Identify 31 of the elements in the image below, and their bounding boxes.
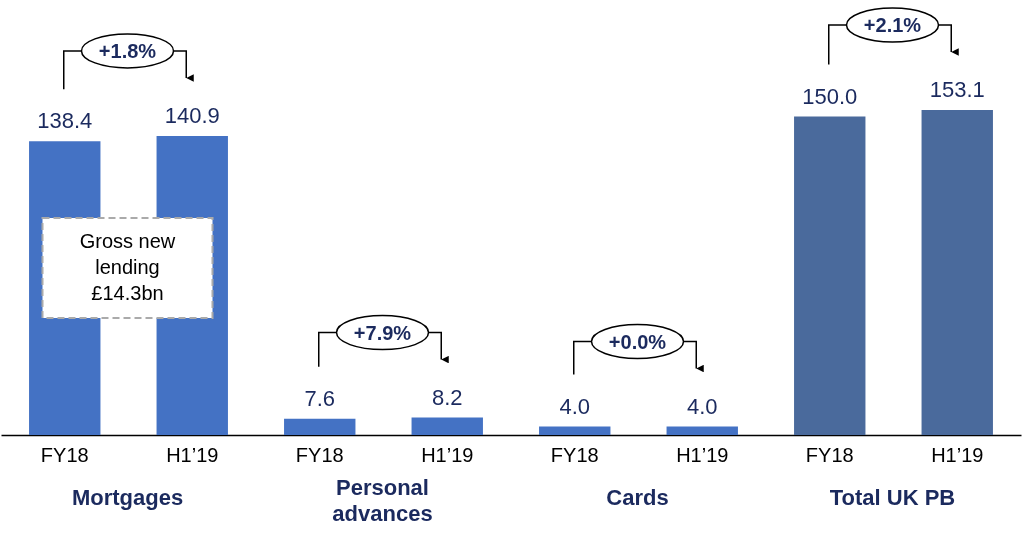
bar xyxy=(539,426,611,435)
bar xyxy=(666,426,738,435)
x-tick-label: FY18 xyxy=(295,443,344,466)
annotation: Gross new lending £14.3bn xyxy=(79,230,176,304)
annotation: +7.9% xyxy=(353,321,412,344)
text: Personal advances xyxy=(332,475,433,526)
data-label: 140.9 xyxy=(164,102,220,128)
data-label: 8.2 xyxy=(431,384,463,410)
data-label: 150.0 xyxy=(802,83,858,109)
text: +2.1% xyxy=(863,14,922,36)
x-tick-label: H1’19 xyxy=(676,443,729,466)
x-tick-label: FY18 xyxy=(550,443,599,466)
data-label: 7.6 xyxy=(304,385,336,411)
data-label: 153.1 xyxy=(929,77,985,102)
annotation: +0.0% xyxy=(608,330,667,353)
bar xyxy=(794,116,866,435)
x-tick-label: H1’19 xyxy=(421,443,474,466)
x-tick-label: H1’19 xyxy=(166,443,219,466)
bar xyxy=(411,417,483,435)
x-tick-label: H1’19 xyxy=(931,443,984,466)
bar xyxy=(921,110,993,435)
text: Mortgages xyxy=(71,485,184,510)
text: Total UK PB xyxy=(829,485,956,510)
text: Cards xyxy=(606,485,669,510)
bar xyxy=(284,418,356,435)
x-tick-label: FY18 xyxy=(805,443,854,466)
x-tick-label: FY18 xyxy=(40,443,89,466)
data-label: 138.4 xyxy=(37,108,93,134)
data-label: 4.0 xyxy=(686,393,718,419)
data-label: 4.0 xyxy=(559,393,591,419)
text: +1.8% xyxy=(98,39,157,62)
